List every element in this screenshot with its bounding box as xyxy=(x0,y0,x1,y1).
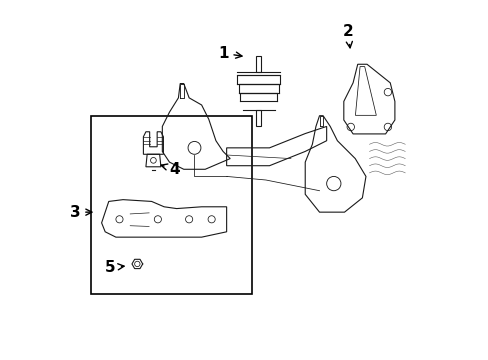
Bar xyxy=(91,116,251,294)
Text: 4: 4 xyxy=(161,162,180,177)
Text: 2: 2 xyxy=(342,24,353,48)
Text: 3: 3 xyxy=(69,204,92,220)
Text: 1: 1 xyxy=(218,46,242,61)
Text: 5: 5 xyxy=(105,260,124,275)
